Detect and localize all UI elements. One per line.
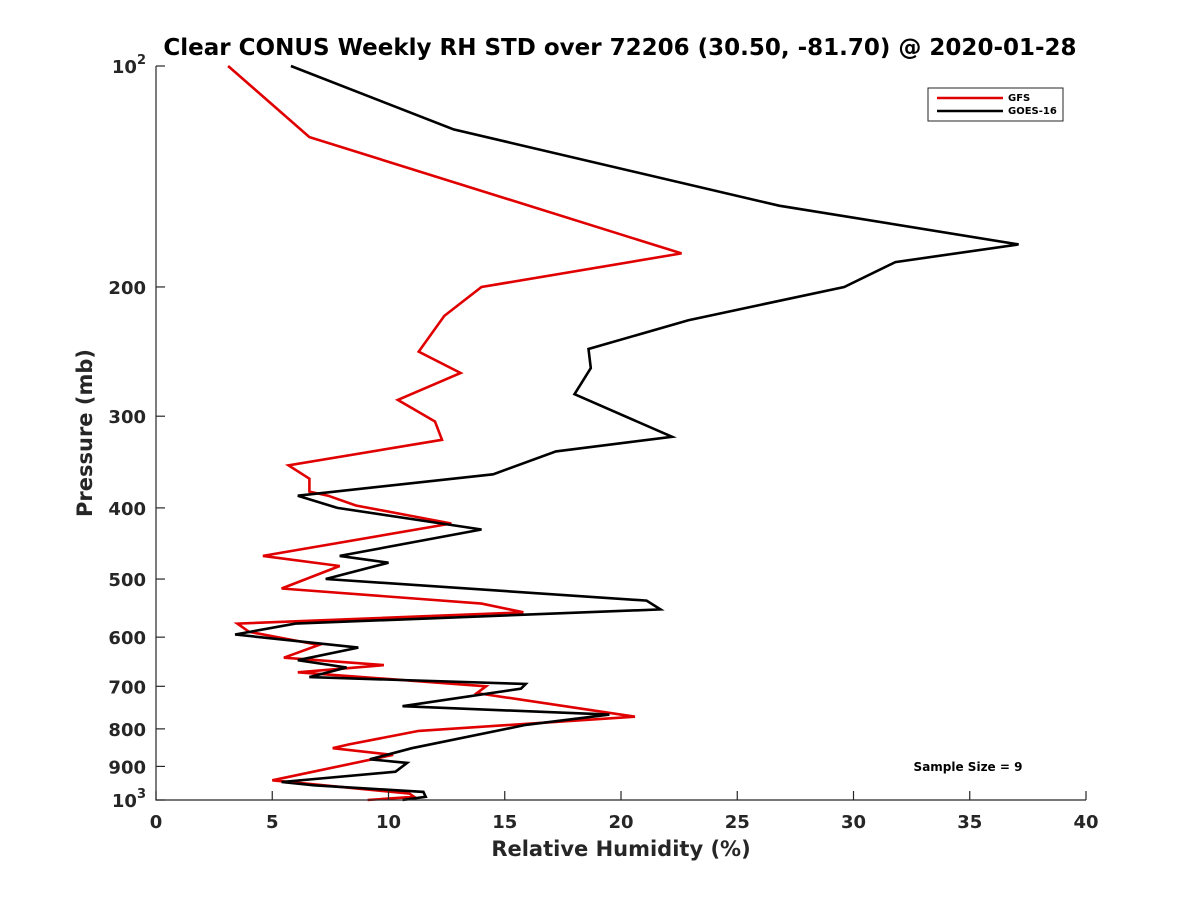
x-tick-label: 25 <box>725 812 750 833</box>
y-tick-label: 200 <box>108 278 146 299</box>
series-line-gfs <box>227 65 682 802</box>
legend-label-goes16: GOES-16 <box>1008 106 1057 117</box>
legend: GFS GOES-16 <box>927 87 1064 122</box>
y-tick-label: 700 <box>108 677 146 698</box>
x-tick-label: 0 <box>150 812 163 833</box>
y-tick-label: 800 <box>108 720 146 741</box>
y-axis-label: Pressure (mb) <box>73 349 97 517</box>
chart-title: Clear CONUS Weekly RH STD over 72206 (30… <box>163 35 1076 61</box>
y-tick-label: 300 <box>108 407 146 428</box>
y-tick-label: 500 <box>108 570 146 591</box>
legend-label-gfs: GFS <box>1008 93 1030 104</box>
x-tick-label: 40 <box>1073 812 1098 833</box>
series-line-goes-16 <box>234 64 1019 802</box>
plot-series <box>227 64 1019 802</box>
x-axis-ticks: 0 5 10 15 20 25 30 35 40 <box>150 791 1099 833</box>
y-tick-label: 400 <box>108 499 146 520</box>
y-tick-label: 103 <box>112 787 146 812</box>
legend-box <box>927 87 1064 122</box>
x-tick-label: 5 <box>266 812 279 833</box>
x-tick-label: 15 <box>492 812 517 833</box>
y-tick-label: 102 <box>112 53 146 78</box>
y-tick-label: 900 <box>108 757 146 778</box>
x-tick-label: 20 <box>608 812 633 833</box>
y-tick-label: 600 <box>108 628 146 649</box>
y-axis-ticks: 102 200 300 400 500 600 700 800 900 103 <box>108 53 165 812</box>
sample-size-annotation: Sample Size = 9 <box>914 760 1023 774</box>
x-tick-label: 10 <box>376 812 401 833</box>
x-tick-label: 35 <box>957 812 982 833</box>
x-axis-label: Relative Humidity (%) <box>491 837 750 861</box>
x-tick-label: 30 <box>841 812 866 833</box>
